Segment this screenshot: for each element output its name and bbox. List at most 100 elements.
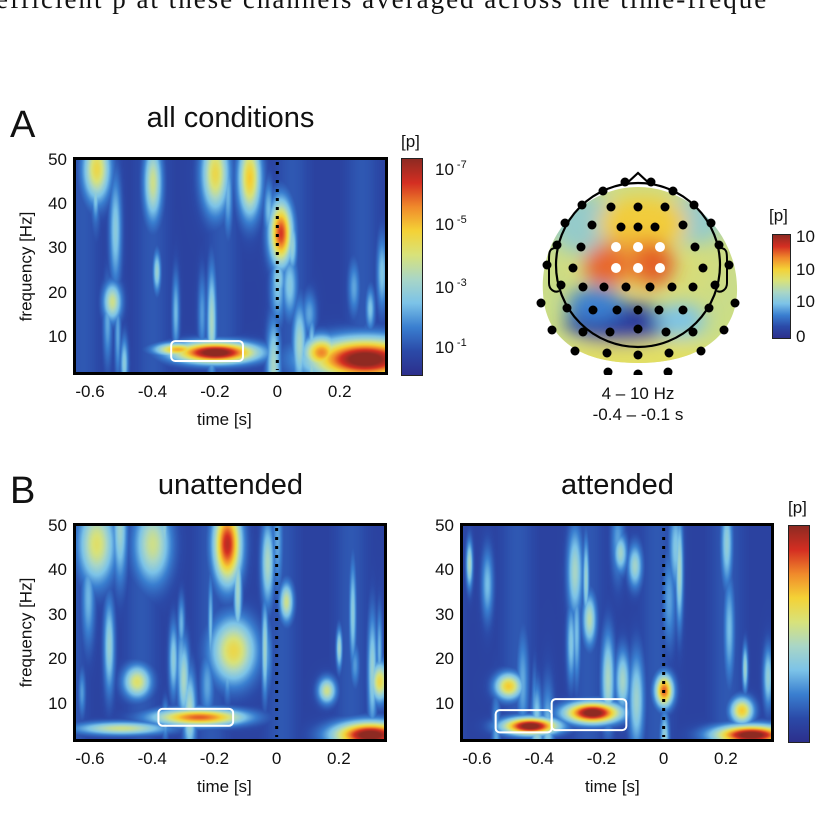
- electrode-highlighted: [611, 263, 621, 273]
- electrode: [633, 324, 643, 334]
- y-tick-label: 20: [48, 649, 67, 669]
- electrode: [562, 303, 572, 313]
- electrode: [536, 298, 546, 308]
- electrode: [588, 305, 598, 315]
- x-tick-label: -0.6: [462, 749, 492, 768]
- panel-a-xlabel: time [s]: [197, 410, 252, 429]
- colorbar-label-base: 10: [435, 160, 454, 179]
- electrode: [645, 282, 655, 292]
- left-ear-outline: [548, 247, 560, 293]
- x-tick-label: 0.2: [327, 382, 352, 401]
- topoplot-colorbar: [772, 234, 791, 339]
- panel-a-colorbar: [401, 158, 423, 376]
- electrode: [633, 202, 643, 212]
- panel-b-ylabel: frequency [Hz]: [16, 577, 36, 688]
- electrode: [633, 369, 643, 375]
- electrode-highlighted: [633, 242, 643, 252]
- electrode-group: [536, 177, 740, 375]
- electrode: [714, 240, 724, 250]
- electrode-highlighted: [655, 263, 665, 273]
- electrode: [587, 220, 597, 230]
- electrode: [599, 282, 609, 292]
- significant-cluster-outline: [157, 707, 235, 727]
- x-tick-label: 0: [272, 382, 283, 401]
- electrode: [602, 348, 612, 358]
- electrode: [696, 346, 706, 356]
- electrode: [633, 350, 643, 360]
- significant-cluster-outline: [494, 709, 553, 734]
- body-text-line: efficient p at these channels averaged a…: [0, 0, 768, 15]
- topoplot-caption-frequency: 4 – 10 Hz: [601, 384, 675, 403]
- y-tick-label: 10: [435, 693, 454, 713]
- electrode: [620, 177, 630, 187]
- panel-a-heatmap-canvas: [76, 160, 385, 372]
- electrode: [542, 260, 552, 270]
- electrode: [719, 325, 729, 335]
- electrode: [690, 242, 700, 252]
- electrode: [724, 260, 734, 270]
- electrode: [552, 240, 562, 250]
- right-ear-outline: [716, 247, 728, 293]
- x-tick-label: -0.2: [200, 382, 230, 401]
- electrode: [646, 177, 656, 187]
- electrode-highlighted: [611, 242, 621, 252]
- electrode: [568, 263, 578, 273]
- x-tick-label: 0: [658, 749, 669, 768]
- electrode: [560, 218, 570, 228]
- electrode: [576, 242, 586, 252]
- panel-b-unattended-canvas: [76, 526, 384, 739]
- colorbar-label-base: 10: [435, 215, 454, 234]
- colorbar-label-exp: -1: [456, 337, 467, 349]
- electrode: [616, 222, 626, 232]
- electrode: [704, 303, 714, 313]
- electrode-highlighted: [633, 263, 643, 273]
- y-tick-label: 50: [48, 150, 67, 169]
- x-tick-label: 0.2: [714, 749, 738, 768]
- electrode: [730, 298, 740, 308]
- colorbar-label-exp: -7: [456, 159, 467, 171]
- electrode: [661, 327, 671, 337]
- x-tick-label: -0.2: [586, 749, 617, 768]
- panel-b-unattended-overlay: [157, 528, 279, 737]
- electrode: [621, 282, 631, 292]
- electrode: [667, 282, 677, 292]
- electrode: [678, 305, 688, 315]
- x-tick-label: 0: [271, 749, 282, 768]
- electrode: [570, 346, 580, 356]
- panel-a-title: all conditions: [146, 102, 315, 134]
- x-tick-label: 0.2: [327, 749, 351, 768]
- electrode: [660, 202, 670, 212]
- topoplot-colorbar-unit: [p]: [769, 206, 788, 225]
- electrode: [706, 218, 716, 228]
- panel-a-heatmap: [73, 157, 388, 375]
- panel-b-attended-title: attended: [561, 469, 674, 501]
- panel-a-overlay: [170, 162, 279, 370]
- electrode: [698, 263, 708, 273]
- panel-letter-b: B: [10, 470, 36, 512]
- y-tick-label: 10: [48, 326, 67, 346]
- electrode: [663, 367, 673, 375]
- electrode: [612, 305, 622, 315]
- panel-b-attended-overlay: [494, 528, 666, 737]
- panel-a-colorbar-label: 10 -5: [435, 214, 467, 234]
- panel-a-ylabel: frequency [Hz]: [16, 211, 36, 322]
- panel-b-unattended-xlabel: time [s]: [197, 777, 252, 796]
- head-outline: [554, 181, 722, 349]
- x-tick-label: -0.2: [199, 749, 230, 768]
- panel-b-attended-canvas: [463, 526, 771, 739]
- colorbar-label-exp: -5: [456, 214, 467, 226]
- y-tick-label: 40: [48, 560, 67, 580]
- panel-b-attended-xlabel: time [s]: [585, 777, 640, 796]
- electrode-highlighted: [655, 242, 665, 252]
- y-tick-label: 20: [435, 649, 454, 669]
- panel-a-colorbar-label: 10 -1: [435, 337, 467, 357]
- topoplot: [536, 171, 740, 375]
- x-tick-label: -0.6: [75, 749, 105, 768]
- electrode: [689, 200, 699, 210]
- electrode: [605, 327, 615, 337]
- panel-a-colorbar-label: 10 -3: [435, 277, 467, 297]
- colorbar-label-exp: -3: [456, 277, 467, 289]
- electrode: [688, 282, 698, 292]
- electrode: [688, 327, 698, 337]
- significant-cluster-outline: [550, 698, 628, 732]
